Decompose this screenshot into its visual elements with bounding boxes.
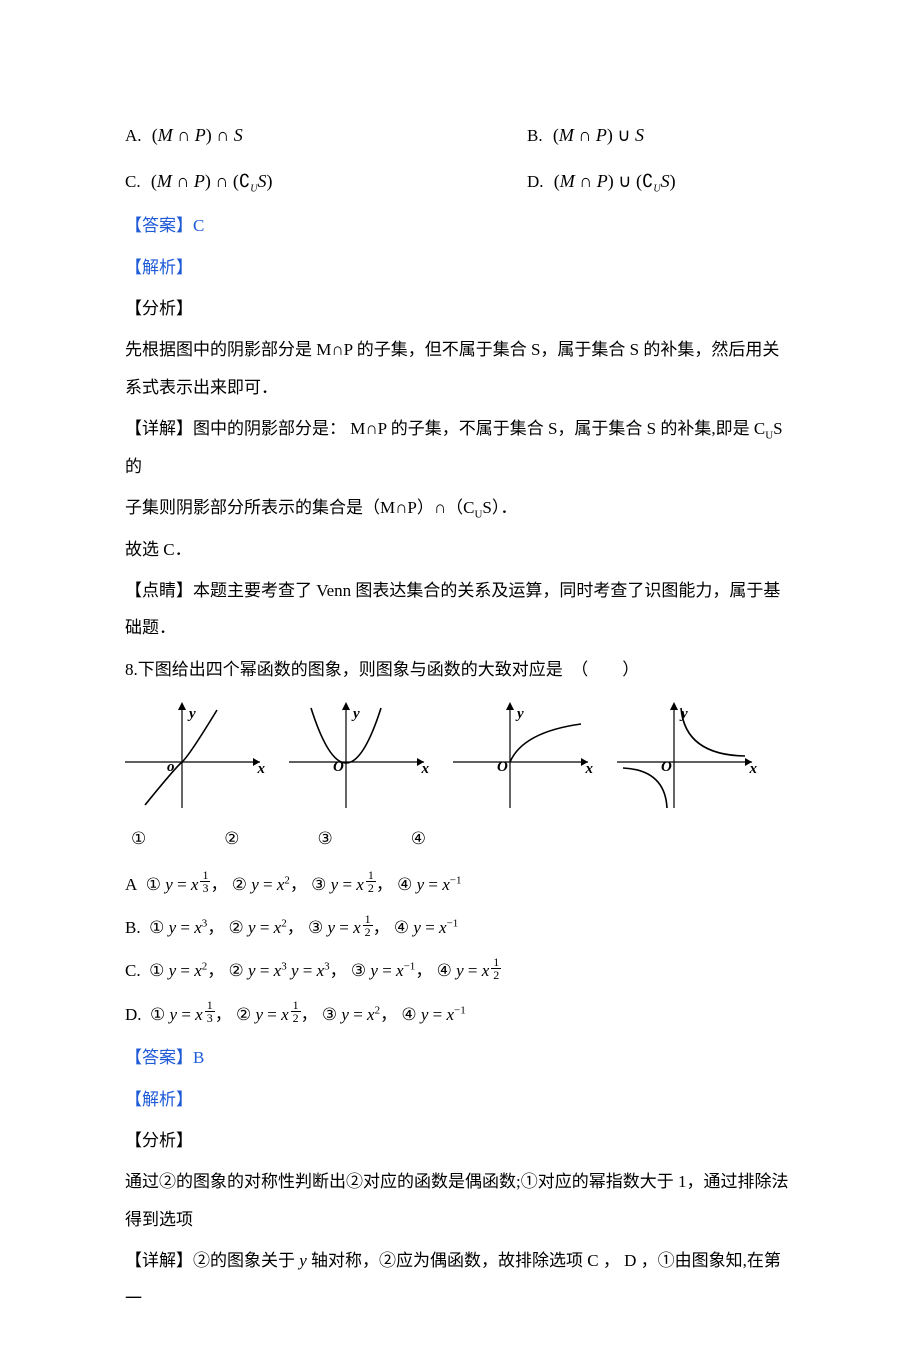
q7-detail-1: 【详解】图中的阴影部分是： M∩P 的子集，不属于集合 S，属于集合 S 的补集… [125, 410, 795, 485]
opt-a-expr: (M ∩ P) ∩ S [152, 125, 243, 145]
opt-a-label: A [125, 875, 137, 894]
axis-y-label: y [517, 698, 524, 731]
q7-option-a: A. (M ∩ P) ∩ S [125, 116, 527, 156]
q7-detail-3: 故选 C． [125, 531, 795, 568]
opt-c-label: C. [125, 172, 141, 191]
circ-4: ④ [411, 820, 426, 857]
q8-stem: 8.下图给出四个幂函数的图象，则图象与函数的大致对应是 （ ） [125, 651, 795, 688]
opt-b-label: B. [527, 126, 543, 145]
opt-b-expr: (M ∩ P) ∪ S [553, 125, 644, 145]
axis-x-label: x [422, 753, 430, 786]
axis-o-label: O [661, 751, 672, 784]
q7-options-row-2: C. (M ∩ P) ∩ (US) D. (M ∩ P) ∪ (US) [125, 162, 795, 202]
axis-x-label: x [750, 753, 758, 786]
axis-o-label: O [497, 751, 508, 784]
q7-fenxi-heading: 【分析】 [125, 290, 795, 327]
opt-c-label: C. [125, 961, 141, 980]
q8-detail-1: 【详解】②的图象关于 y 轴对称，②应为偶函数，故排除选项 C ， D ，①由图… [125, 1242, 795, 1317]
q7-answer: 【答案】C [125, 207, 795, 244]
opt-d-label: D. [125, 1005, 142, 1024]
opt-b-label: B. [125, 918, 141, 937]
q7-options-row-1: A. (M ∩ P) ∩ S B. (M ∩ P) ∪ S [125, 116, 795, 156]
axis-o-label: O [333, 751, 344, 784]
graph-2: y x O [289, 700, 429, 810]
q7-detail-2: 子集则阴影部分所表示的集合是（M∩P）∩（CUS）． [125, 489, 795, 527]
q7-dianjing: 【点睛】本题主要考查了 Venn 图表达集合的关系及运算，同时考查了识图能力，属… [125, 572, 795, 647]
axis-y-label: y [353, 698, 360, 731]
opt-c-expr: (M ∩ P) ∩ (US) [151, 171, 273, 191]
q8-fenxi-body: 通过②的图象的对称性判断出②对应的函数是偶函数;①对应的幂指数大于 1，通过排除… [125, 1163, 795, 1238]
q7-jiexi: 【解析】 [125, 249, 795, 286]
graph-4: y x O [617, 700, 757, 810]
q7-fenxi-body: 先根据图中的阴影部分是 M∩P 的子集，但不属于集合 S，属于集合 S 的补集，… [125, 331, 795, 406]
q8-graphs-row: y x o y x O y x O [125, 700, 795, 810]
circ-2: ② [224, 820, 239, 857]
graph-3: y x O [453, 700, 593, 810]
axis-y-label: y [681, 698, 688, 731]
axis-x-label: x [258, 753, 266, 786]
q8-fenxi-heading: 【分析】 [125, 1122, 795, 1159]
q7-option-c: C. (M ∩ P) ∩ (US) [125, 162, 527, 202]
opt-d-label: D. [527, 172, 544, 191]
axis-o-label: o [167, 751, 175, 784]
circ-1: ① [131, 820, 146, 857]
q8-circled-labels: ① ② ③ ④ [131, 820, 795, 857]
graph-1: y x o [125, 700, 265, 810]
q8-jiexi: 【解析】 [125, 1081, 795, 1118]
q8-option-a: A ① y = x13， ② y = x2， ③ y = x12， ④ y = … [125, 866, 795, 903]
opt-d-expr: (M ∩ P) ∪ (US) [554, 171, 676, 191]
axis-y-label: y [189, 698, 196, 731]
q7-option-d: D. (M ∩ P) ∪ (US) [527, 162, 795, 202]
q7-option-b: B. (M ∩ P) ∪ S [527, 116, 795, 156]
circ-3: ③ [318, 820, 333, 857]
q8-option-c: C. ① y = x2， ② y = x3 y = x3， ③ y = x−1，… [125, 952, 795, 989]
axis-x-label: x [586, 753, 594, 786]
q8-option-d: D. ① y = x13， ② y = x12， ③ y = x2， ④ y =… [125, 996, 795, 1033]
q8-option-b: B. ① y = x3， ② y = x2， ③ y = x12， ④ y = … [125, 909, 795, 946]
opt-a-label: A. [125, 126, 142, 145]
q8-answer: 【答案】B [125, 1039, 795, 1076]
